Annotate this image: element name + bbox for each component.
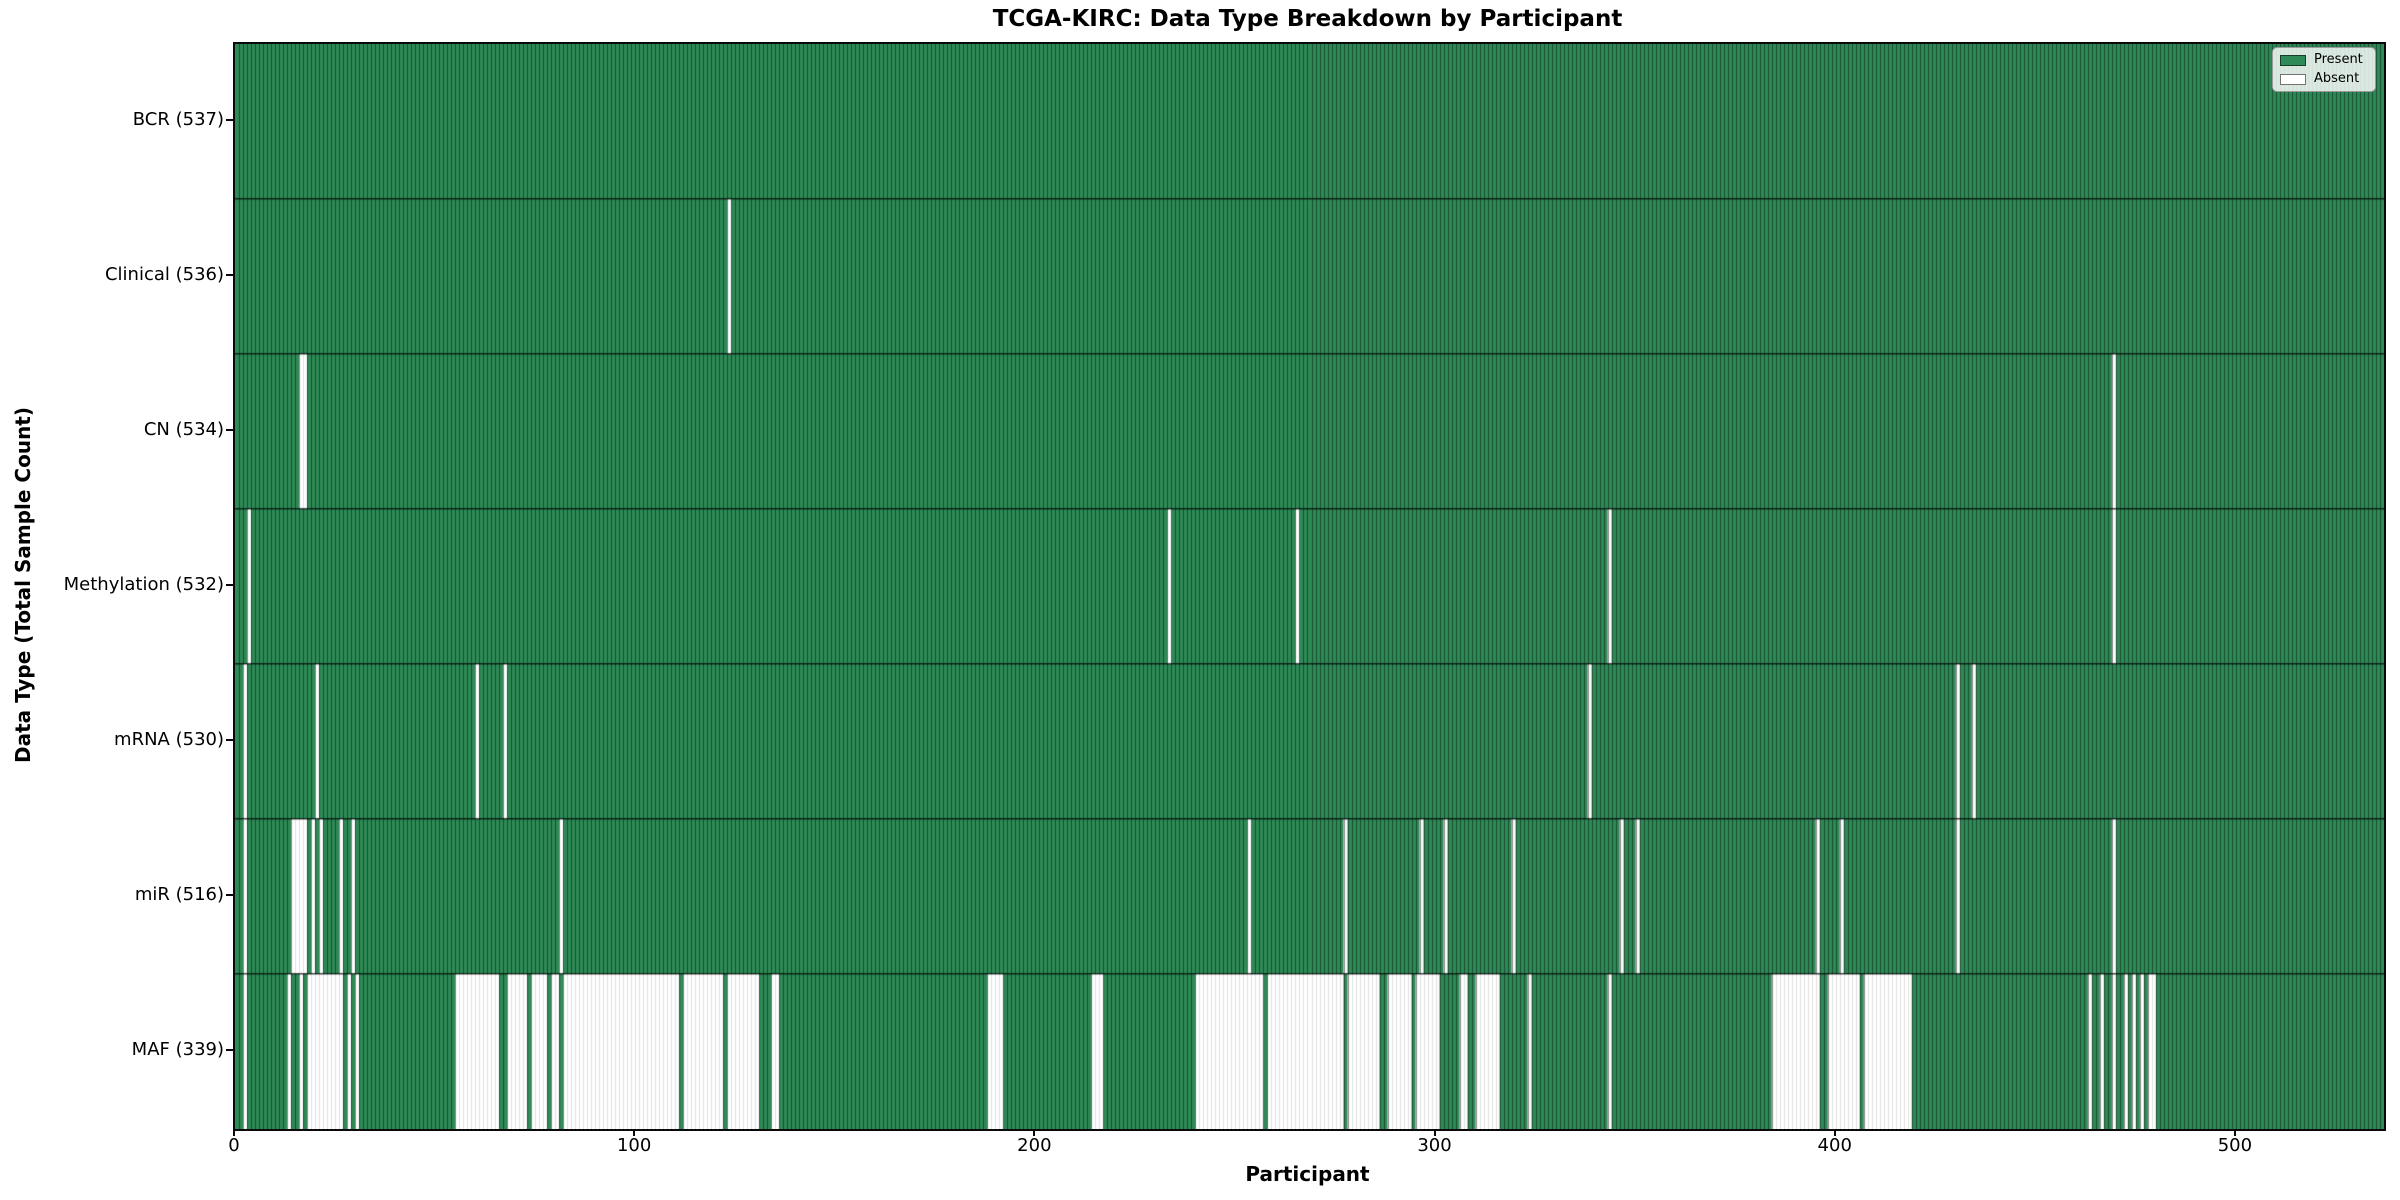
- x-tick-mark: [1433, 1129, 1436, 1136]
- x-tick-label-400: 400: [1817, 1135, 1852, 1156]
- legend-row-present: Present: [2280, 53, 2367, 67]
- y-tick-label-mrna: mRNA (530): [114, 728, 224, 750]
- legend-row-absent: Absent: [2280, 72, 2367, 86]
- legend-swatch-present-icon: [2280, 54, 2306, 66]
- y-tick-label-maf: MAF (339): [131, 1038, 224, 1060]
- x-tick-label-300: 300: [1417, 1135, 1452, 1156]
- y-tick-label-cn: CN (534): [143, 418, 224, 440]
- legend-label-present: Present: [2314, 52, 2363, 67]
- x-axis-label: Participant: [1245, 1162, 1370, 1186]
- y-tick-label-bcr: BCR (537): [132, 108, 224, 130]
- x-tick-mark: [1033, 1129, 1036, 1136]
- x-tick-label-500: 500: [2217, 1135, 2253, 1156]
- x-tick-label-200: 200: [1017, 1135, 1052, 1156]
- legend-label-absent: Absent: [2314, 71, 2360, 86]
- legend-swatch-absent-icon: [2280, 73, 2306, 85]
- x-tick-mark: [2233, 1129, 2236, 1136]
- y-tick-label-methylation: Methylation (532): [63, 573, 224, 595]
- y-tick-mark: [226, 738, 233, 741]
- x-tick-label-0: 0: [228, 1135, 240, 1156]
- chart-title: TCGA-KIRC: Data Type Breakdown by Partic…: [992, 6, 1623, 32]
- x-tick-mark: [1833, 1129, 1836, 1136]
- legend: Present Absent: [2272, 47, 2376, 92]
- y-tick-mark: [226, 273, 233, 276]
- y-tick-mark: [226, 428, 233, 431]
- y-tick-mark: [226, 118, 233, 121]
- y-tick-label-clinical: Clinical (536): [104, 263, 224, 285]
- x-tick-mark: [233, 1129, 235, 1136]
- y-tick-mark: [226, 1048, 233, 1051]
- y-tick-mark: [226, 583, 233, 586]
- x-tick-mark: [633, 1129, 636, 1136]
- plot-area: [233, 42, 2386, 1131]
- y-tick-label-mir: miR (516): [134, 883, 224, 905]
- x-tick-label-100: 100: [616, 1135, 652, 1156]
- y-tick-mark: [226, 893, 233, 896]
- presence-matrix-canvas: [235, 44, 2384, 1129]
